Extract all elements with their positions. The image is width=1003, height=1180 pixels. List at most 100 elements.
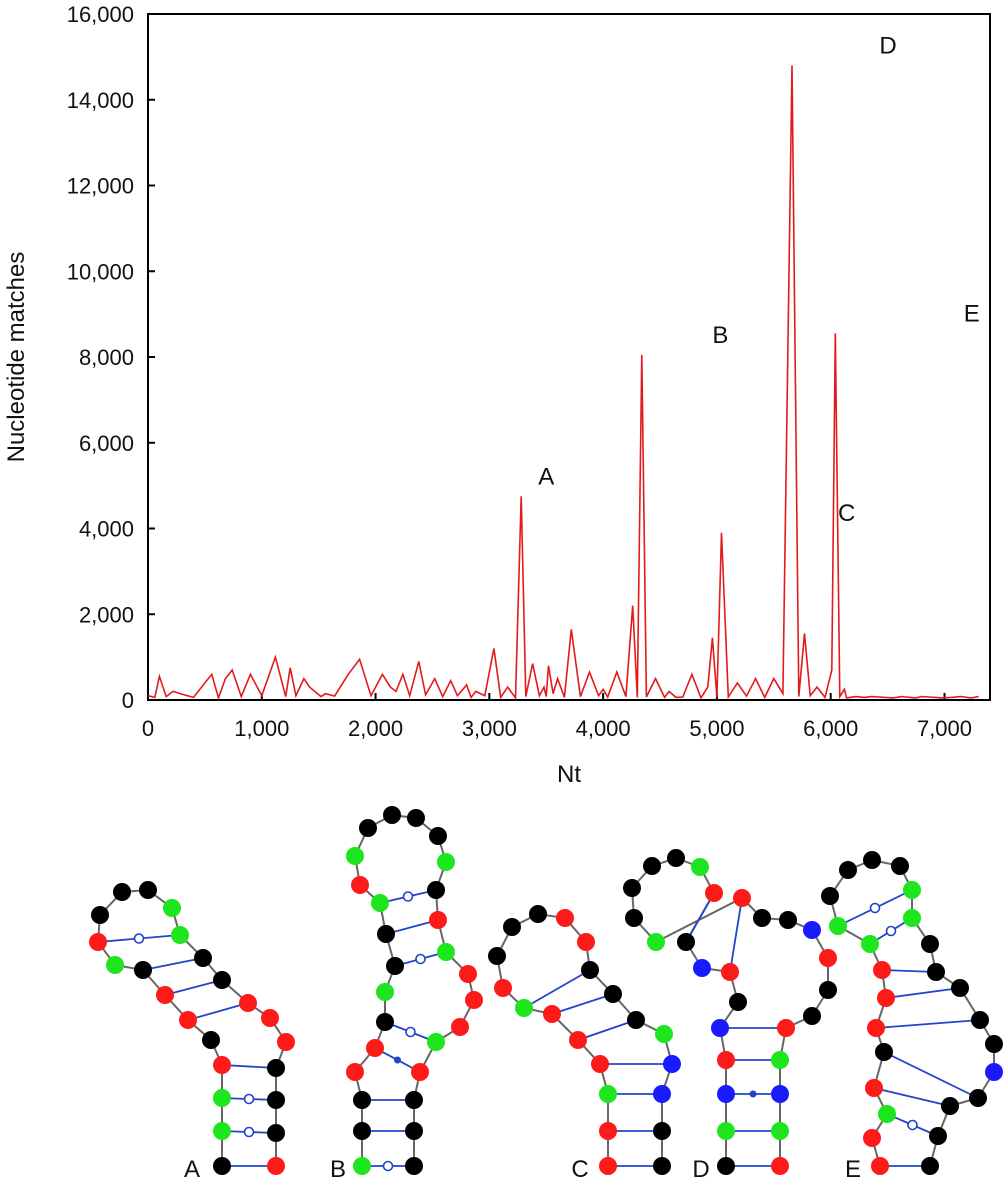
- peak-label: A: [538, 463, 554, 490]
- nucleotide: [863, 1129, 881, 1147]
- x-axis-ticks: 0 1,000 2,000 3,000 4,000 5,000 6,000 7,000: [142, 693, 972, 741]
- nucleotide: [867, 1019, 885, 1037]
- y-tick-label: 14,000: [67, 88, 134, 113]
- nucleotide: [839, 861, 857, 879]
- nucleotide: [779, 911, 797, 929]
- gu-pair-marker: [243, 1093, 255, 1105]
- nucleotide: [653, 1157, 671, 1175]
- nucleotide: [494, 979, 512, 997]
- nucleotide: [971, 1011, 989, 1029]
- nucleotide: [346, 847, 364, 865]
- peak-label: B: [712, 322, 728, 349]
- nucleotide: [581, 961, 599, 979]
- backbone-line: [353, 813, 476, 1166]
- gu-pair-marker: [382, 1160, 394, 1172]
- nucleotide: [653, 1085, 671, 1103]
- gu-pair-marker: [402, 891, 414, 902]
- y-axis-label: Nucleotide matches: [3, 252, 30, 463]
- nucleotide: [677, 933, 695, 951]
- nucleotide: [951, 979, 969, 997]
- base-pair-line: [551, 993, 614, 1015]
- backbone-line: [630, 856, 829, 1166]
- nucleotide: [113, 883, 131, 901]
- nucleotide: [371, 894, 389, 912]
- nucleotide: [929, 1127, 947, 1145]
- nucleotide: [194, 949, 212, 967]
- peak-label: D: [879, 32, 896, 59]
- nucleotide: [891, 857, 909, 875]
- base-pair-line: [883, 1051, 979, 1099]
- nucleotide: [627, 1011, 645, 1029]
- nucleotide: [771, 1051, 789, 1069]
- nucleotide: [691, 858, 709, 876]
- nucleotide: [213, 971, 231, 989]
- nucleotide: [134, 961, 152, 979]
- nucleotide: [383, 806, 401, 824]
- nucleotide: [863, 851, 881, 869]
- nucleotide: [139, 881, 157, 899]
- nucleotide: [91, 906, 109, 924]
- nucleotide: [903, 909, 921, 927]
- nucleotide: [261, 1009, 279, 1027]
- nucleotide: [465, 991, 483, 1009]
- nucleotide: [366, 1039, 384, 1057]
- plot-frame: [147, 13, 991, 701]
- rna-structure-C: C: [488, 905, 681, 1180]
- nucleotide: [829, 917, 847, 935]
- nucleotide: [346, 1063, 364, 1081]
- peak-label: C: [838, 500, 855, 527]
- nucleotide: [903, 881, 921, 899]
- nucleotide: [717, 1051, 735, 1069]
- base-pair-line: [142, 957, 204, 971]
- series-line: [147, 65, 979, 701]
- nucleotide: [353, 1122, 371, 1140]
- pair-dot-marker: [749, 1090, 757, 1098]
- rna-structure-A: A: [89, 881, 295, 1180]
- nucleotide: [803, 921, 821, 939]
- nucleotide: [277, 1033, 295, 1051]
- nucleotide: [878, 1105, 896, 1123]
- nucleotide: [427, 1033, 445, 1051]
- pair-dot-marker: [394, 1056, 401, 1064]
- nucleotide: [927, 963, 945, 981]
- nucleotide: [267, 1091, 285, 1109]
- nucleotide: [267, 1157, 285, 1175]
- nucleotide: [407, 809, 425, 827]
- nucleotide: [376, 1013, 394, 1031]
- x-tick-label: 4,000: [576, 716, 631, 741]
- nucleotide: [721, 963, 739, 981]
- nucleotide: [819, 949, 837, 967]
- nucleotide: [625, 909, 643, 927]
- base-pair-line: [164, 979, 223, 996]
- nucleotide: [202, 1031, 220, 1049]
- rna-structures: A B C D E: [89, 806, 1003, 1180]
- nucleotide: [503, 918, 521, 936]
- nucleotide: [515, 999, 533, 1017]
- nucleotide: [577, 933, 595, 951]
- y-tick-label: 2,000: [79, 602, 134, 627]
- peak-annotations: A B C D E: [538, 32, 980, 526]
- nucleotide: [239, 994, 257, 1012]
- gu-pair-marker: [907, 1119, 918, 1131]
- y-tick-label: 8,000: [79, 345, 134, 370]
- peak-label: E: [964, 300, 980, 327]
- nucleotide: [771, 1122, 789, 1140]
- nucleotide: [599, 1122, 617, 1140]
- nucleotide: [873, 961, 891, 979]
- nucleotide: [353, 1157, 371, 1175]
- nucleotide: [604, 985, 622, 1003]
- nucleotide: [213, 1056, 231, 1074]
- gu-pair-marker: [405, 1026, 416, 1038]
- nucleotide: [599, 1157, 617, 1175]
- nucleotide: [771, 1085, 789, 1103]
- nucleotide: [921, 935, 939, 953]
- nucleotide: [733, 889, 751, 907]
- y-tick-label: 12,000: [67, 174, 134, 199]
- nucleotide: [623, 879, 641, 897]
- nucleotide: [821, 887, 839, 905]
- nucleotide: [267, 1124, 285, 1142]
- nucleotide: [437, 943, 455, 961]
- nucleotide: [543, 1005, 561, 1023]
- nucleotide: [359, 819, 377, 837]
